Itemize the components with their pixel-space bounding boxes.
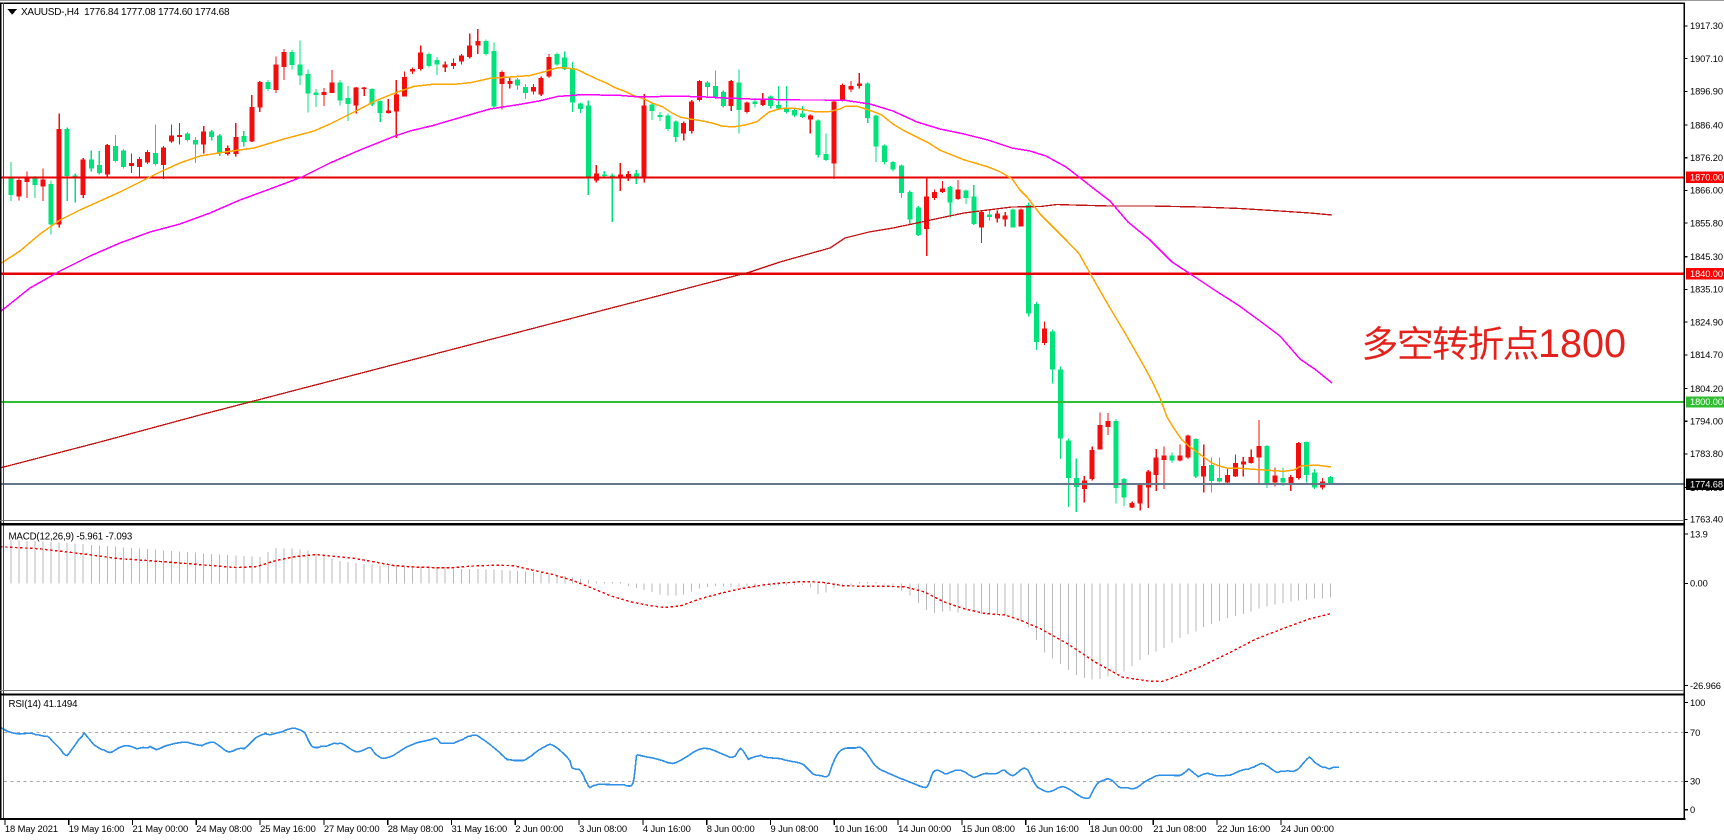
svg-text:MACD(12,26,9) -5.961 -7.093: MACD(12,26,9) -5.961 -7.093 <box>9 532 133 543</box>
svg-text:18 May 2021: 18 May 2021 <box>5 823 58 834</box>
svg-text:9 Jun 08:00: 9 Jun 08:00 <box>771 823 819 834</box>
svg-text:13.9: 13.9 <box>1690 529 1708 539</box>
svg-text:XAUUSD-,H4 1776.84 1777.08 17: XAUUSD-,H4 1776.84 1777.08 1774.60 1774.… <box>21 7 230 18</box>
svg-text:1824.90: 1824.90 <box>1690 317 1723 327</box>
svg-text:1800.00: 1800.00 <box>1690 397 1723 407</box>
svg-text:14 Jun 00:00: 14 Jun 00:00 <box>898 823 951 834</box>
svg-text:16 Jun 16:00: 16 Jun 16:00 <box>1026 823 1079 834</box>
svg-text:24 Jun 00:00: 24 Jun 00:00 <box>1281 823 1334 834</box>
svg-text:15 Jun 08:00: 15 Jun 08:00 <box>962 823 1015 834</box>
svg-text:21 Jun 08:00: 21 Jun 08:00 <box>1153 823 1206 834</box>
svg-text:1774.68: 1774.68 <box>1690 480 1723 490</box>
svg-text:27 May 00:00: 27 May 00:00 <box>324 823 380 834</box>
svg-text:2 Jun 00:00: 2 Jun 00:00 <box>515 823 563 834</box>
svg-text:1876.20: 1876.20 <box>1690 153 1723 163</box>
svg-text:28 May 08:00: 28 May 08:00 <box>388 823 444 834</box>
svg-text:1870.00: 1870.00 <box>1690 173 1723 183</box>
svg-text:19 May 16:00: 19 May 16:00 <box>69 823 125 834</box>
svg-text:70: 70 <box>1690 728 1700 738</box>
svg-text:1845.30: 1845.30 <box>1690 252 1723 262</box>
svg-text:21 May 00:00: 21 May 00:00 <box>133 823 189 834</box>
svg-text:-26.966: -26.966 <box>1690 681 1721 691</box>
svg-text:1896.90: 1896.90 <box>1690 87 1723 97</box>
svg-text:31 May 16:00: 31 May 16:00 <box>452 823 508 834</box>
svg-text:8 Jun 00:00: 8 Jun 00:00 <box>707 823 755 834</box>
svg-text:30: 30 <box>1690 777 1700 787</box>
svg-text:100: 100 <box>1690 698 1705 708</box>
svg-text:18 Jun 00:00: 18 Jun 00:00 <box>1090 823 1143 834</box>
svg-text:1917.30: 1917.30 <box>1690 21 1723 31</box>
svg-text:4 Jun 16:00: 4 Jun 16:00 <box>643 823 691 834</box>
svg-text:1907.10: 1907.10 <box>1690 54 1723 64</box>
svg-text:22 Jun 16:00: 22 Jun 16:00 <box>1217 823 1270 834</box>
svg-text:1840.00: 1840.00 <box>1690 269 1723 279</box>
svg-text:1804.20: 1804.20 <box>1690 384 1723 394</box>
svg-text:1886.40: 1886.40 <box>1690 120 1723 130</box>
svg-text:1835.10: 1835.10 <box>1690 285 1723 295</box>
svg-text:1866.00: 1866.00 <box>1690 186 1723 196</box>
svg-text:0: 0 <box>1690 805 1695 815</box>
svg-text:1783.80: 1783.80 <box>1690 449 1723 459</box>
svg-text:0.00: 0.00 <box>1690 579 1708 589</box>
svg-text:1855.80: 1855.80 <box>1690 218 1723 228</box>
svg-text:25 May 16:00: 25 May 16:00 <box>260 823 316 834</box>
svg-text:3 Jun 08:00: 3 Jun 08:00 <box>579 823 627 834</box>
svg-text:1763.40: 1763.40 <box>1690 515 1723 525</box>
svg-text:RSI(14) 41.1494: RSI(14) 41.1494 <box>9 699 79 710</box>
svg-text:24 May 08:00: 24 May 08:00 <box>196 823 252 834</box>
svg-text:1800: 1800 <box>1538 322 1626 366</box>
svg-text:1814.70: 1814.70 <box>1690 350 1723 360</box>
svg-text:1794.00: 1794.00 <box>1690 417 1723 427</box>
svg-text:10 Jun 16:00: 10 Jun 16:00 <box>834 823 887 834</box>
